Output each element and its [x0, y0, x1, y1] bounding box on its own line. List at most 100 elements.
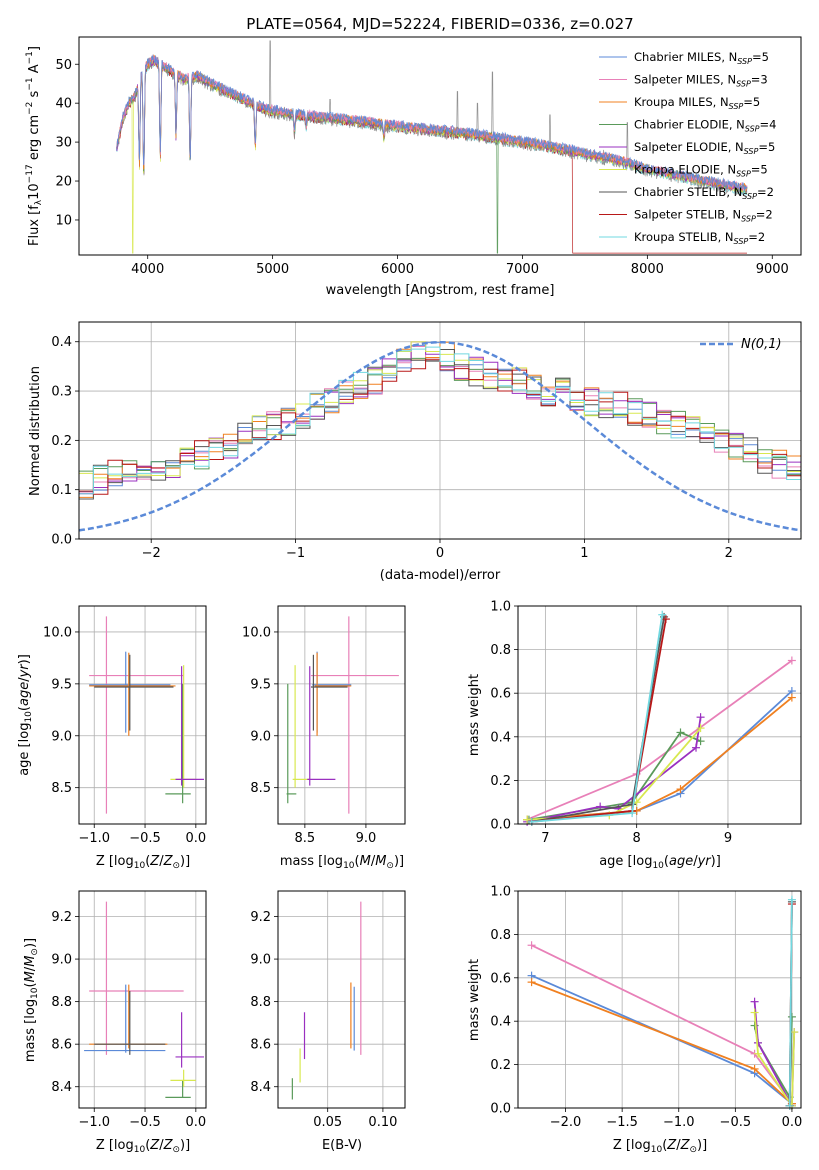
- y-tick-label: 9.0: [250, 953, 271, 968]
- mass-vs-Z-ylabel: mass [log10(M/M⊙)]: [23, 938, 40, 1062]
- mass-vs-ebv-axes-frame: [277, 890, 406, 1109]
- age-vs-Z-xlabel: Z [log10(Z/Z⊙)]: [96, 854, 190, 871]
- spectrum-ylabel: Flux [fλ10−17 erg cm−2 s−1 A−1]: [25, 46, 44, 246]
- age-vs-mass-plot: [278, 606, 405, 824]
- y-tick-label: 0.6: [490, 971, 511, 986]
- x-tick-label: 0: [436, 546, 444, 561]
- y-tick-label: 20: [55, 175, 72, 190]
- y-tick-label: 0.4: [490, 1015, 511, 1030]
- y-tick-label: 8.5: [250, 781, 271, 796]
- age-vs-Z-plot: [79, 606, 206, 824]
- mass-vs-ebv-ticks: 0.05 0.10 8.4 8.6 8.8 9.0 9.2: [250, 910, 397, 1130]
- legend-entry: Salpeter STELIB, NSSP=2: [634, 208, 773, 224]
- mass-vs-ebv-xlabel: E(B-V): [322, 1138, 362, 1153]
- x-tick-label: −0.5: [720, 1115, 752, 1130]
- spectrum-ticks: 4000 5000 6000 7000 8000 9000 10 20 30 40 50: [55, 58, 788, 277]
- legend-entry: Salpeter MILES, NSSP=3: [634, 73, 768, 89]
- legend-entry: Chabrier ELODIE, NSSP=4: [634, 118, 776, 134]
- y-tick-label: 0.2: [490, 1058, 511, 1073]
- x-tick-label: −0.5: [129, 831, 161, 846]
- x-tick-label: 0.10: [368, 1115, 397, 1130]
- weight-vs-age-panel: 7 8 9 0.0 0.2 0.4 0.6 0.8 1.0 age [log10(age/yr)…: [467, 600, 802, 871]
- x-tick-label: 8.5: [295, 831, 316, 846]
- age-vs-Z-ticks: −1.0 −0.5 0.0 8.5 9.0 9.5 10.0: [43, 625, 206, 846]
- x-tick-label: 7000: [506, 262, 539, 277]
- x-tick-label: −1.5: [606, 1115, 638, 1130]
- x-tick-label: −1: [286, 546, 305, 561]
- x-tick-label: 8000: [631, 262, 664, 277]
- y-tick-label: 10: [55, 213, 72, 228]
- x-tick-label: 5000: [256, 262, 289, 277]
- legend-entry: Kroupa ELODIE, NSSP=5: [634, 163, 768, 179]
- histogram-step-salpeter-stelib: [79, 358, 801, 495]
- x-tick-label: −2.0: [550, 1115, 582, 1130]
- spectrum-plot: [116, 40, 748, 254]
- y-tick-label: 0.0: [490, 818, 511, 833]
- x-tick-label: 0.05: [313, 1115, 342, 1130]
- mass-vs-Z-plot: [79, 891, 206, 1108]
- x-tick-label: 6000: [381, 262, 414, 277]
- spectrum-axes-frame: [78, 36, 802, 256]
- y-tick-label: 0.2: [490, 774, 511, 789]
- legend-entry: Chabrier STELIB, NSSP=2: [634, 185, 774, 201]
- x-tick-label: 9000: [756, 262, 789, 277]
- x-tick-label: 1: [580, 546, 588, 561]
- y-tick-label: 50: [55, 58, 72, 73]
- y-tick-label: 0.3: [51, 385, 72, 400]
- y-tick-label: 40: [55, 97, 72, 112]
- legend-normal-label: N(0,1): [741, 337, 782, 352]
- y-tick-label: 9.5: [51, 677, 72, 692]
- x-tick-label: 0.0: [782, 1115, 803, 1130]
- weight-line-kroupa-stelib: [788, 899, 793, 1106]
- figure-title: PLATE=0564, MJD=52224, FIBERID=0336, z=0…: [246, 15, 633, 33]
- x-tick-label: 9: [724, 831, 732, 846]
- legend-entry: Kroupa STELIB, NSSP=2: [634, 230, 765, 246]
- mass-vs-ebv-panel: 0.05 0.10 8.4 8.6 8.8 9.0 9.2 E(B-V): [250, 890, 406, 1153]
- age-vs-mass-ticks: 8.5 9.0 8.5 9.0 9.5 10.0: [242, 625, 376, 846]
- y-tick-label: 8.5: [51, 781, 72, 796]
- x-tick-label: 7: [541, 831, 549, 846]
- weight-vs-age-xlabel: age [log10(age/yr)]: [599, 854, 721, 871]
- y-tick-label: 30: [55, 136, 72, 151]
- y-tick-label: 0.4: [490, 730, 511, 745]
- normal-reference-curve: [78, 340, 802, 532]
- spectrum-legend: Chabrier MILES, NSSP=5 Salpeter MILES, NS…: [599, 50, 776, 246]
- weight-vs-Z-xlabel: Z [log10(Z/Z⊙)]: [613, 1138, 707, 1155]
- weight-vs-Z-axes-frame: [517, 890, 802, 1109]
- residual-ylabel: Normed distribution: [28, 366, 43, 496]
- y-tick-label: 9.5: [250, 677, 271, 692]
- x-tick-label: 2: [725, 546, 733, 561]
- y-tick-label: 9.2: [51, 910, 72, 925]
- age-vs-mass-axes-frame: [277, 605, 406, 825]
- y-tick-label: 8.6: [51, 1038, 72, 1053]
- x-tick-label: 9.0: [356, 831, 377, 846]
- x-tick-label: −1.0: [78, 1115, 110, 1130]
- legend-entry: Salpeter ELODIE, NSSP=5: [634, 140, 775, 156]
- weight-vs-Z-ticks: −2.0 −1.5 −1.0 −0.5 0.0 0.0 0.2 0.4 0.6 0.8 1.0: [490, 885, 802, 1131]
- residual-panel: −2 −1 0 1 2 0.0 0.1 0.2 0.3 0.4 N(0,1) (data-mode…: [28, 321, 802, 583]
- x-tick-label: −2: [142, 546, 161, 561]
- y-tick-label: 0.4: [51, 335, 72, 350]
- histogram-step-kroupa-stelib: [79, 346, 801, 495]
- age-vs-mass-panel: 8.5 9.0 8.5 9.0 9.5 10.0 mass [log10(M/M⊙)]: [242, 605, 406, 871]
- x-tick-label: −0.5: [129, 1115, 161, 1130]
- y-tick-label: 0.2: [51, 434, 72, 449]
- y-tick-label: 10.0: [43, 625, 72, 640]
- weight-vs-age-plot: [518, 605, 801, 826]
- residual-ticks: −2 −1 0 1 2 0.0 0.1 0.2 0.3 0.4: [51, 335, 733, 561]
- y-tick-label: 0.1: [51, 483, 72, 498]
- spectrum-xlabel: wavelength [Angstrom, rest frame]: [326, 283, 555, 298]
- mass-vs-Z-ticks: −1.0 −0.5 0.0 8.4 8.6 8.8 9.0 9.2: [51, 910, 206, 1130]
- y-tick-label: 0.6: [490, 687, 511, 702]
- x-tick-label: 0.0: [185, 1115, 206, 1130]
- age-vs-mass-xlabel: mass [log10(M/M⊙)]: [280, 854, 404, 871]
- y-tick-label: 8.4: [250, 1080, 271, 1095]
- y-tick-label: 1.0: [490, 885, 511, 900]
- weight-vs-Z-ylabel: mass weight: [467, 959, 482, 1041]
- spectrum-line-chabrier-miles: [116, 54, 748, 190]
- x-tick-label: 0.0: [185, 831, 206, 846]
- residual-xlabel: (data-model)/error: [380, 568, 501, 583]
- weight-line-kroupa-miles: [527, 696, 793, 821]
- weight-vs-Z-panel: −2.0 −1.5 −1.0 −0.5 0.0 0.0 0.2 0.4 0.6 0.8 1.0 Z …: [467, 885, 802, 1156]
